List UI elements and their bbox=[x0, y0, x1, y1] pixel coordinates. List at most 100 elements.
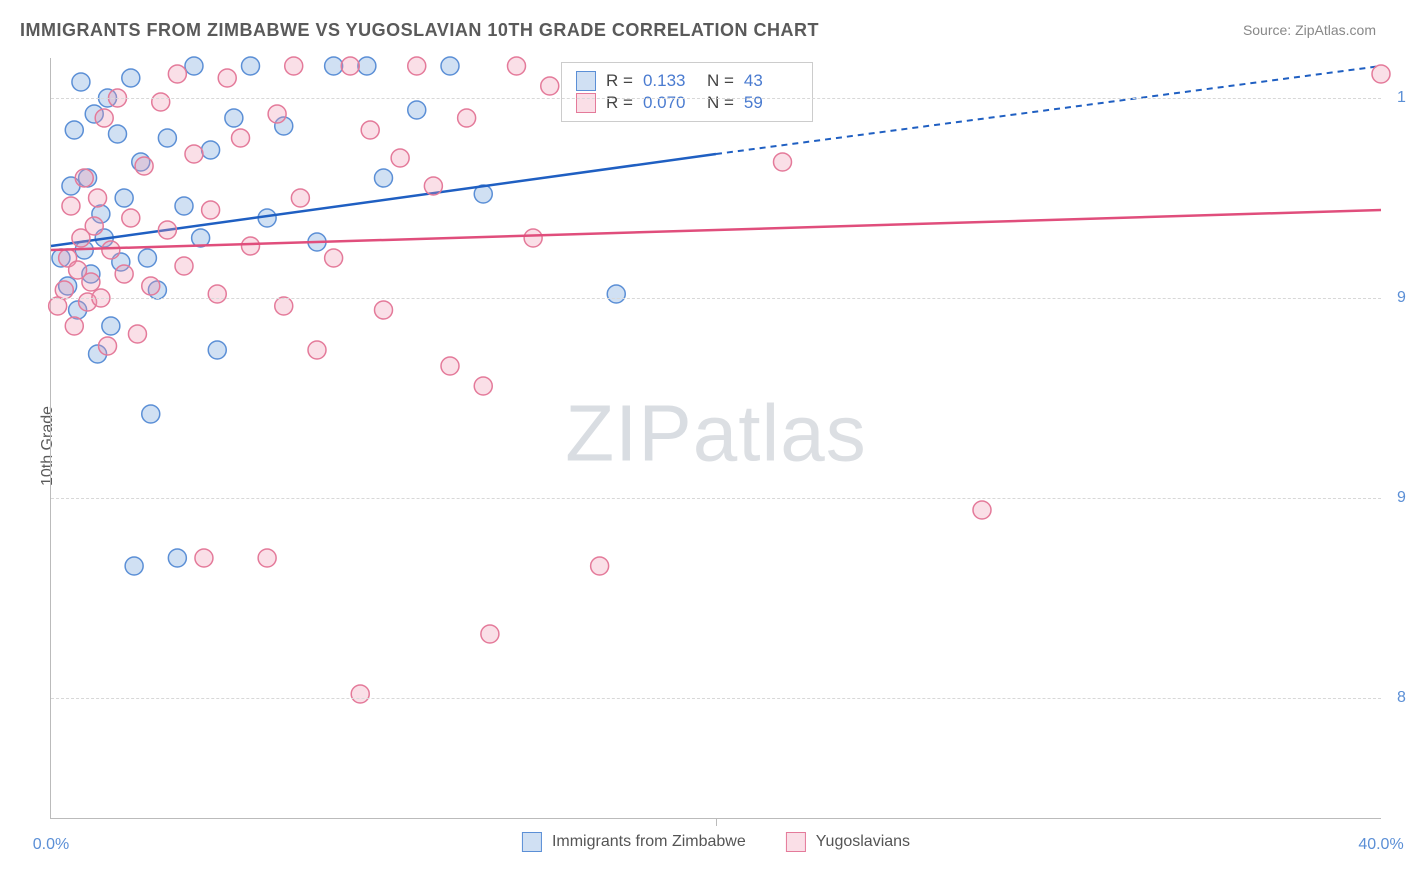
scatter-point bbox=[208, 341, 226, 359]
scatter-point bbox=[135, 157, 153, 175]
scatter-point bbox=[158, 221, 176, 239]
stats-row: R =0.133N =43 bbox=[576, 71, 798, 91]
scatter-point bbox=[168, 65, 186, 83]
scatter-point bbox=[441, 357, 459, 375]
scatter-point bbox=[481, 625, 499, 643]
scatter-point bbox=[285, 57, 303, 75]
chart-title: IMMIGRANTS FROM ZIMBABWE VS YUGOSLAVIAN … bbox=[20, 20, 819, 41]
scatter-point bbox=[85, 217, 103, 235]
scatter-point bbox=[341, 57, 359, 75]
scatter-point bbox=[361, 121, 379, 139]
scatter-point bbox=[275, 297, 293, 315]
scatter-point bbox=[55, 281, 73, 299]
x-minor-tick bbox=[716, 818, 717, 826]
n-value: 59 bbox=[744, 93, 798, 113]
scatter-point bbox=[122, 69, 140, 87]
scatter-point bbox=[441, 57, 459, 75]
source-label: Source: bbox=[1243, 22, 1295, 38]
scatter-point bbox=[774, 153, 792, 171]
scatter-point bbox=[258, 549, 276, 567]
source-attribution: Source: ZipAtlas.com bbox=[1243, 22, 1376, 38]
x-tick-label: 40.0% bbox=[1358, 836, 1403, 854]
y-tick-label: 100.0% bbox=[1387, 89, 1406, 107]
n-label: N = bbox=[707, 93, 734, 113]
legend-label: Immigrants from Zimbabwe bbox=[552, 833, 746, 851]
scatter-point bbox=[202, 201, 220, 219]
scatter-point bbox=[242, 57, 260, 75]
scatter-point bbox=[591, 557, 609, 575]
scatter-point bbox=[325, 57, 343, 75]
legend-swatch bbox=[522, 832, 542, 852]
scatter-point bbox=[138, 249, 156, 267]
y-tick-label: 90.0% bbox=[1387, 489, 1406, 507]
scatter-point bbox=[72, 73, 90, 91]
scatter-point bbox=[268, 105, 286, 123]
scatter-point bbox=[375, 169, 393, 187]
scatter-point bbox=[225, 109, 243, 127]
plot-area: ZIPatlas R =0.133N =43R =0.070N =59 Immi… bbox=[50, 58, 1381, 819]
plot-svg bbox=[51, 58, 1381, 818]
source-value: ZipAtlas.com bbox=[1295, 22, 1376, 38]
scatter-point bbox=[232, 129, 250, 147]
n-value: 43 bbox=[744, 71, 798, 91]
scatter-point bbox=[115, 189, 133, 207]
scatter-point bbox=[358, 57, 376, 75]
trend-line-extrapolated bbox=[716, 66, 1381, 154]
scatter-point bbox=[325, 249, 343, 267]
scatter-point bbox=[65, 121, 83, 139]
scatter-point bbox=[65, 317, 83, 335]
scatter-point bbox=[607, 285, 625, 303]
legend-item: Yugoslavians bbox=[786, 832, 910, 852]
scatter-point bbox=[202, 141, 220, 159]
scatter-point bbox=[128, 325, 146, 343]
scatter-point bbox=[1372, 65, 1390, 83]
scatter-point bbox=[424, 177, 442, 195]
scatter-point bbox=[142, 405, 160, 423]
scatter-point bbox=[122, 209, 140, 227]
scatter-point bbox=[115, 265, 133, 283]
scatter-point bbox=[95, 109, 113, 127]
legend-item: Immigrants from Zimbabwe bbox=[522, 832, 746, 852]
scatter-point bbox=[89, 189, 107, 207]
grid-line bbox=[51, 98, 1381, 99]
scatter-point bbox=[291, 189, 309, 207]
scatter-point bbox=[408, 57, 426, 75]
legend-swatch bbox=[786, 832, 806, 852]
scatter-point bbox=[242, 237, 260, 255]
r-label: R = bbox=[606, 71, 633, 91]
scatter-point bbox=[158, 129, 176, 147]
scatter-point bbox=[62, 197, 80, 215]
scatter-point bbox=[524, 229, 542, 247]
y-tick-label: 95.0% bbox=[1387, 289, 1406, 307]
scatter-point bbox=[175, 197, 193, 215]
scatter-point bbox=[109, 125, 127, 143]
scatter-point bbox=[308, 341, 326, 359]
scatter-point bbox=[208, 285, 226, 303]
r-value: 0.070 bbox=[643, 93, 697, 113]
scatter-point bbox=[185, 145, 203, 163]
scatter-point bbox=[75, 169, 93, 187]
scatter-point bbox=[474, 377, 492, 395]
bottom-legend: Immigrants from Zimbabwe Yugoslavians bbox=[522, 832, 910, 852]
scatter-point bbox=[99, 337, 117, 355]
legend-swatch bbox=[576, 71, 596, 91]
scatter-point bbox=[168, 549, 186, 567]
grid-line bbox=[51, 498, 1381, 499]
r-value: 0.133 bbox=[643, 71, 697, 91]
scatter-point bbox=[375, 301, 393, 319]
stats-row: R = 0.070 N = 59 bbox=[576, 93, 798, 113]
scatter-point bbox=[351, 685, 369, 703]
scatter-point bbox=[973, 501, 991, 519]
scatter-point bbox=[458, 109, 476, 127]
legend-label: Yugoslavians bbox=[816, 833, 910, 851]
scatter-point bbox=[175, 257, 193, 275]
scatter-point bbox=[541, 77, 559, 95]
x-tick-label: 0.0% bbox=[33, 836, 69, 854]
r-label: R = bbox=[606, 93, 633, 113]
y-tick-label: 85.0% bbox=[1387, 689, 1406, 707]
scatter-point bbox=[185, 57, 203, 75]
scatter-point bbox=[408, 101, 426, 119]
scatter-point bbox=[102, 241, 120, 259]
scatter-point bbox=[195, 549, 213, 567]
scatter-point bbox=[391, 149, 409, 167]
